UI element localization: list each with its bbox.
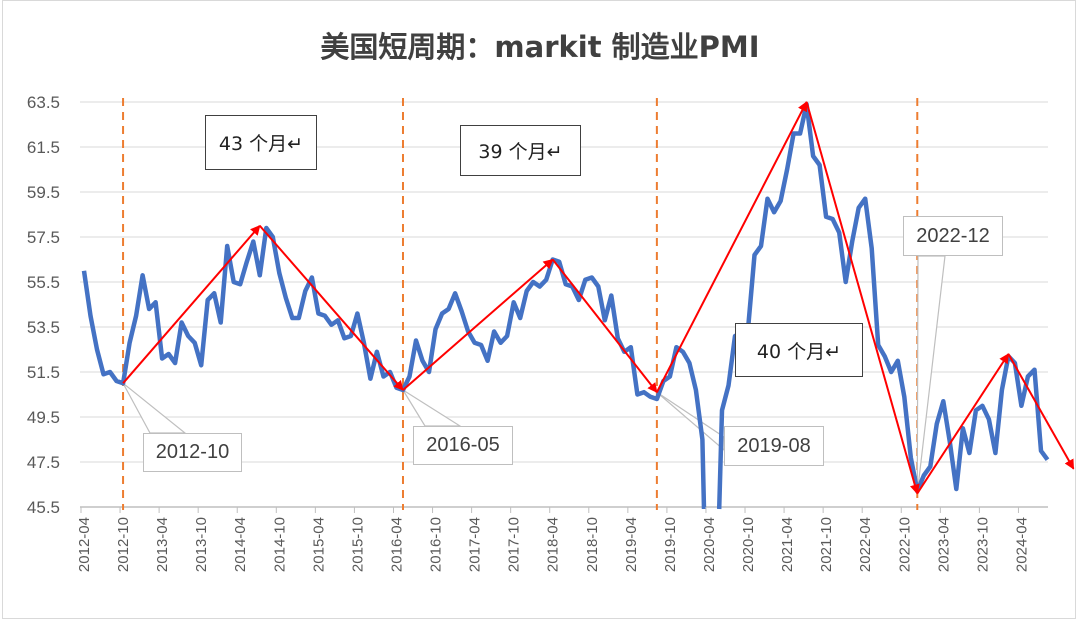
callout-leader — [122, 382, 187, 434]
chart-title: 美国短周期：markit 制造业PMI — [320, 30, 760, 64]
date-callout-2019-08: 2019-08 — [724, 426, 824, 466]
x-tick-label: 2016-04 — [388, 517, 405, 572]
x-tick-label: 2022-10 — [896, 517, 913, 572]
date-callout-text: 2016-05 — [426, 434, 500, 456]
x-tick-label: 2021-04 — [779, 517, 796, 572]
duration-note-2: 39 个月↵ — [460, 125, 581, 176]
x-tick-label: 2018-10 — [584, 517, 601, 572]
y-tick-label: 57.5 — [27, 228, 60, 247]
x-tick-label: 2013-10 — [193, 517, 210, 572]
x-tick-label: 2020-04 — [701, 517, 718, 572]
trend-arrow — [805, 101, 920, 495]
x-tick-label: 2023-10 — [974, 517, 991, 572]
callout-leader — [916, 255, 946, 494]
x-tick-label: 2015-10 — [349, 517, 366, 572]
y-tick-label: 63.5 — [27, 93, 60, 112]
x-tick-label: 2014-04 — [232, 517, 249, 572]
date-callout-2022-12: 2022-12 — [903, 216, 1003, 256]
trend-arrow — [655, 101, 808, 393]
x-tick-label: 2018-04 — [545, 517, 562, 572]
x-tick-label: 2022-04 — [857, 517, 874, 572]
x-tick-label: 2012-04 — [76, 517, 93, 572]
x-tick-label: 2019-04 — [623, 517, 640, 572]
x-tick-label: 2024-04 — [1013, 517, 1030, 572]
date-callout-2012-10: 2012-10 — [143, 433, 242, 472]
x-tick-label: 2014-10 — [271, 517, 288, 572]
x-tick-label: 2021-10 — [818, 517, 835, 572]
x-tick-label: 2020-10 — [740, 517, 757, 572]
x-tick-label: 2019-10 — [662, 517, 679, 572]
duration-note-text: 43 个月↵ — [218, 133, 304, 155]
date-callout-text: 2022-12 — [916, 224, 990, 247]
x-tick-label: 2012-10 — [115, 517, 132, 572]
date-callout-text: 2012-10 — [155, 441, 230, 463]
x-tick-label: 2023-04 — [935, 517, 952, 572]
date-callout-text: 2019-08 — [737, 434, 811, 457]
trend-arrow — [259, 225, 404, 391]
x-tick-label: 2015-04 — [310, 517, 327, 572]
y-tick-label: 47.5 — [27, 453, 60, 472]
x-tick-label: 2013-04 — [154, 517, 171, 572]
duration-note-1: 43 个月↵ — [205, 115, 317, 170]
callout-leader — [402, 389, 463, 427]
date-callout-2016-05: 2016-05 — [413, 426, 513, 465]
y-tick-label: 61.5 — [27, 138, 60, 157]
trend-arrow — [402, 258, 554, 391]
y-tick-label: 53.5 — [27, 318, 60, 337]
trend-arrow — [916, 353, 1010, 495]
y-tick-label: 45.5 — [27, 498, 60, 517]
duration-note-text: 39 个月↵ — [478, 141, 563, 163]
y-tick-label: 51.5 — [27, 363, 60, 382]
y-tick-label: 49.5 — [27, 408, 60, 427]
trend-arrow — [1007, 353, 1075, 470]
y-tick-label: 59.5 — [27, 183, 60, 202]
x-tick-label: 2017-10 — [506, 517, 523, 572]
x-tick-label: 2017-04 — [467, 517, 484, 572]
duration-note-3: 40 个月↵ — [735, 323, 863, 377]
callout-leader — [656, 391, 725, 452]
x-tick-label: 2016-10 — [428, 517, 445, 572]
trend-arrow — [122, 224, 261, 384]
trend-arrow — [551, 258, 658, 394]
y-tick-label: 55.5 — [27, 273, 60, 292]
duration-note-text: 40 个月↵ — [756, 340, 842, 363]
